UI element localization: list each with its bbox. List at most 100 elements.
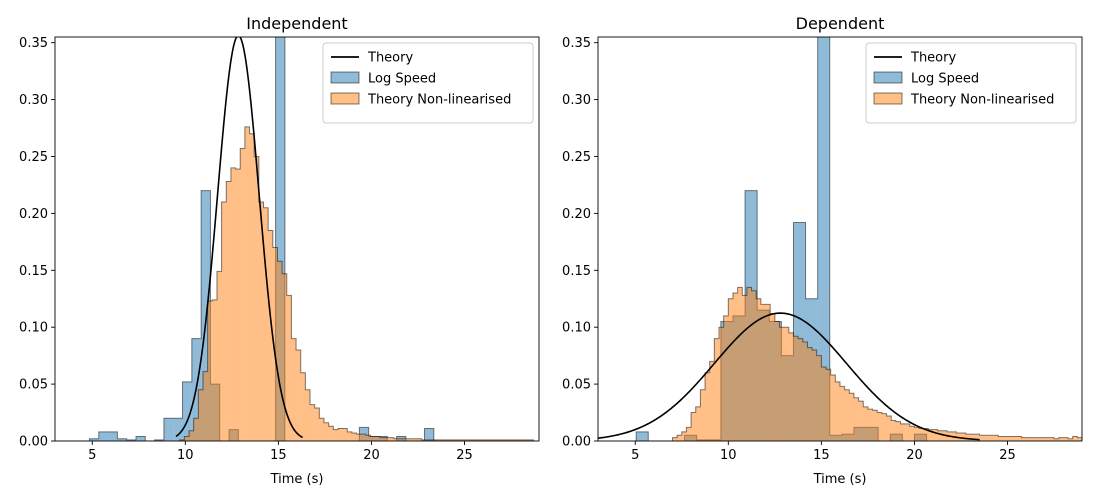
bar-log_speed (89, 438, 99, 441)
bar-non_linearised (272, 247, 278, 441)
bar-non_linearised (788, 332, 794, 441)
bar-non_linearised (296, 349, 301, 441)
bar-non_linearised (881, 413, 887, 441)
bar-non_linearised (993, 435, 999, 441)
bar-non_linearised (463, 439, 469, 441)
bar-non_linearised (282, 273, 287, 441)
bar-non_linearised (421, 439, 427, 441)
y-tick-label: 0.30 (562, 93, 591, 108)
bar-non_linearised (746, 287, 752, 441)
plot-area (55, 37, 537, 441)
bar-non_linearised (477, 439, 483, 441)
bar-non_linearised (835, 381, 840, 441)
series-non_linearised (671, 286, 1082, 441)
bar-non_linearised (254, 156, 259, 441)
bar-non_linearised (826, 369, 831, 441)
bar-non_linearised (853, 397, 859, 441)
x-tick-label: 25 (999, 448, 1016, 463)
bar-non_linearised (221, 202, 227, 441)
bar-log_speed (275, 37, 285, 441)
bar-non_linearised (928, 429, 934, 441)
x-tick-label: 20 (906, 448, 923, 463)
bar-non_linearised (877, 412, 882, 441)
chart-dependent: 5 10 15 20 25 0.00 0.05 0.10 0.15 0.20 0.25 0.30 0.3… (562, 14, 1083, 487)
legend-item: Log Speed (873, 71, 979, 87)
bar-non_linearised (709, 361, 715, 441)
bar-non_linearised (333, 429, 338, 441)
bar-non_linearised (310, 404, 315, 441)
bar-non_linearised (919, 428, 924, 441)
bar-non_linearised (1035, 437, 1041, 441)
axes-frame (54, 36, 540, 442)
bar-non_linearised (510, 439, 515, 441)
y-tick-label: 0.00 (562, 435, 591, 450)
bar-non_linearised (440, 439, 445, 441)
bar-non_linearised (858, 401, 864, 441)
bar-non_linearised (872, 410, 878, 441)
plot-area (598, 37, 1082, 441)
bar-non_linearised (923, 428, 929, 441)
y-tick-label: 0.25 (19, 150, 48, 165)
bar-non_linearised (486, 439, 492, 441)
legend-label: Theory Non-linearised (367, 93, 511, 108)
y-tick-label: 0.35 (19, 36, 48, 51)
legend-label: Theory (910, 51, 956, 66)
bar-non_linearised (719, 327, 724, 441)
bar-non_linearised (519, 439, 525, 441)
bar-non_linearised (821, 367, 827, 441)
y-tick-label: 0.30 (19, 93, 48, 108)
legend-swatch-non_linearised (330, 92, 360, 105)
x-axis-label: Time (s) (813, 472, 867, 487)
bar-non_linearised (514, 439, 520, 441)
legend-label: Theory (367, 51, 413, 66)
bar-non_linearised (347, 431, 352, 441)
x-axis-label: Time (s) (270, 472, 324, 487)
bar-log_speed (117, 438, 127, 441)
bar-non_linearised (723, 315, 729, 441)
bar-non_linearised (1002, 436, 1008, 441)
bar-non_linearised (496, 439, 501, 441)
bar-non_linearised (1049, 437, 1055, 441)
y-tick-label: 0.35 (562, 36, 591, 51)
bar-non_linearised (412, 438, 418, 441)
legend-item: Log Speed (330, 71, 436, 87)
bar-log_speed (98, 431, 109, 441)
bar-non_linearised (970, 434, 975, 441)
bar-non_linearised (849, 393, 854, 441)
bar-non_linearised (389, 437, 394, 441)
bar-log_speed (636, 431, 649, 441)
bar-log_speed (163, 418, 174, 441)
bar-non_linearised (240, 148, 245, 441)
y-tick-label: 0.05 (19, 378, 48, 393)
bar-non_linearised (184, 436, 190, 441)
chart-independent: 5 10 15 20 25 0.00 0.05 0.10 0.15 0.20 0.25 0.30 0.3… (19, 14, 540, 487)
bar-non_linearised (365, 435, 371, 441)
y-tick-label: 0.00 (19, 435, 48, 450)
x-tick-label: 10 (177, 448, 194, 463)
bar-log_speed (108, 431, 118, 441)
legend-swatch-log_speed (330, 71, 360, 84)
bar-non_linearised (216, 271, 222, 441)
bar-non_linearised (454, 439, 459, 441)
bar-non_linearised (1063, 437, 1069, 441)
y-tick-label: 0.15 (562, 264, 591, 279)
x-tick-label: 20 (363, 448, 380, 463)
bar-non_linearised (867, 409, 873, 441)
bar-non_linearised (235, 169, 241, 441)
bar-non_linearised (732, 293, 738, 441)
x-tick-label: 5 (631, 448, 639, 463)
bar-non_linearised (1072, 436, 1078, 441)
bar-non_linearised (384, 437, 390, 441)
bar-non_linearised (974, 434, 980, 441)
bar-non_linearised (695, 406, 701, 441)
bar-non_linearised (812, 349, 817, 441)
legend-item: Theory Non-linearised (873, 92, 1054, 108)
bar-non_linearised (844, 389, 850, 441)
bar-non_linearised (909, 426, 915, 441)
bar-non_linearised (226, 181, 231, 441)
legend-swatch-non_linearised (873, 92, 903, 105)
y-tick-label: 0.05 (562, 378, 591, 393)
bar-non_linearised (1058, 437, 1064, 441)
bar-log_speed (424, 428, 434, 441)
